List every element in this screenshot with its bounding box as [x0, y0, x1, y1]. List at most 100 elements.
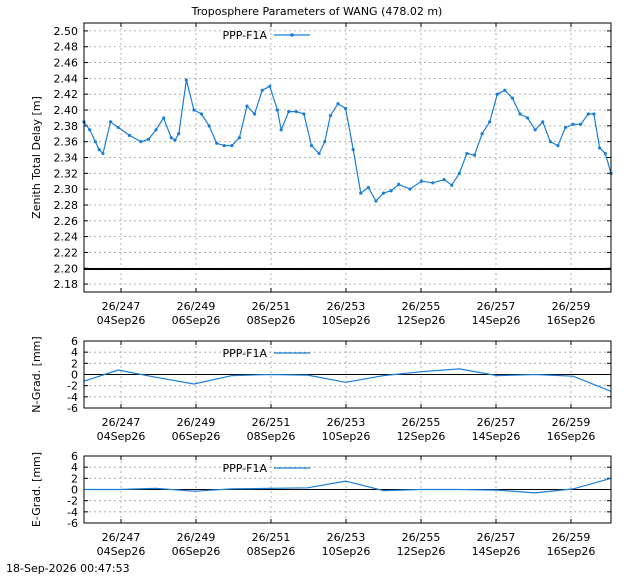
data-point — [408, 187, 412, 191]
y-tick-label: 2.28 — [54, 199, 79, 212]
y-tick-label: 2.26 — [54, 215, 79, 228]
x-tick-label-doy: 26/249 — [177, 416, 216, 429]
data-point — [222, 144, 226, 148]
data-point — [146, 137, 151, 141]
series-line — [83, 368, 612, 392]
data-point — [586, 112, 590, 116]
legend: PPP-F1A — [223, 29, 310, 42]
series-line — [83, 79, 612, 202]
data-point — [199, 112, 204, 116]
y-tick-label: 2.38 — [54, 120, 79, 133]
panel-2: -6-4-2024626/24704Sep2626/24906Sep2626/2… — [30, 335, 612, 443]
y-tick-label: 2.32 — [54, 167, 79, 180]
x-tick-label-date: 12Sep26 — [397, 314, 446, 327]
y-axis-label: E-Grad. [mm] — [30, 452, 43, 527]
x-tick-label-date: 04Sep26 — [97, 430, 146, 443]
legend: PPP-F1A — [223, 347, 310, 360]
y-tick-label: 4 — [71, 346, 78, 359]
data-point — [397, 182, 401, 186]
y-tick-label: 0 — [71, 484, 78, 497]
y-axis-label: Zenith Total Delay [m] — [30, 96, 43, 219]
data-point — [237, 136, 242, 140]
data-point — [215, 141, 219, 145]
x-tick-label-doy: 26/251 — [252, 416, 291, 429]
plot-frame — [83, 455, 612, 524]
x-tick-label-date: 14Sep26 — [472, 314, 521, 327]
x-tick-label-date: 16Sep26 — [547, 314, 596, 327]
grid — [84, 23, 611, 292]
y-tick-label: 2.40 — [54, 104, 79, 117]
data-point — [525, 116, 530, 120]
x-tick-label-date: 08Sep26 — [247, 430, 296, 443]
y-tick-label: 2.46 — [54, 57, 79, 70]
y-tick-label: 2.30 — [54, 183, 79, 196]
y-tick-label: -4 — [67, 506, 78, 519]
data-point — [592, 112, 596, 116]
data-point — [598, 146, 602, 150]
data-point — [571, 122, 575, 126]
legend: PPP-F1A — [223, 462, 310, 475]
data-point — [275, 108, 279, 112]
x-tick-label-date: 04Sep26 — [97, 314, 146, 327]
data-point — [495, 92, 499, 96]
x-tick-label-doy: 26/253 — [327, 416, 366, 429]
series-line — [84, 477, 612, 494]
x-tick-label-doy: 26/259 — [552, 300, 591, 313]
y-tick-label: 2.34 — [54, 152, 79, 165]
data-point — [108, 120, 113, 124]
y-tick-label: 2 — [71, 472, 78, 485]
data-point — [139, 140, 143, 144]
data-point — [510, 96, 515, 100]
y-tick-label: 2.48 — [54, 41, 79, 54]
x-tick-label-date: 16Sep26 — [547, 430, 596, 443]
y-tick-label: 2 — [71, 357, 78, 370]
y-tick-label: 2.44 — [54, 72, 79, 85]
data-point — [323, 140, 327, 144]
data-point — [177, 132, 181, 136]
x-tick-label-doy: 26/255 — [402, 300, 441, 313]
figure-title: Troposphere Parameters of WANG (478.02 m… — [191, 5, 443, 18]
y-axis-label: N-Grad. [mm] — [30, 336, 43, 412]
plot-frame — [83, 340, 612, 409]
data-point — [503, 88, 507, 92]
data-point — [253, 112, 257, 116]
data-point — [328, 113, 333, 118]
x-tick-label-doy: 26/251 — [252, 531, 291, 544]
x-tick-label-date: 10Sep26 — [322, 545, 371, 558]
x-tick-label-date: 16Sep26 — [547, 545, 596, 558]
x-tick-label-date: 08Sep26 — [247, 314, 296, 327]
x-tick-label-doy: 26/249 — [177, 531, 216, 544]
data-point — [548, 140, 552, 144]
y-tick-label: 2.42 — [54, 88, 79, 101]
data-point — [207, 124, 211, 128]
data-point — [480, 132, 484, 136]
x-tick-label-doy: 26/257 — [477, 531, 516, 544]
data-point — [344, 106, 348, 111]
x-tick-label-date: 04Sep26 — [97, 545, 146, 558]
x-tick-label-date: 14Sep26 — [472, 545, 521, 558]
data-point — [431, 181, 435, 185]
data-point — [302, 112, 306, 116]
x-tick-label-date: 06Sep26 — [172, 314, 221, 327]
data-point — [336, 102, 340, 106]
data-point — [192, 108, 196, 112]
x-tick-label-doy: 26/249 — [177, 300, 216, 313]
legend-label: PPP-F1A — [223, 29, 268, 42]
x-tick-label-doy: 26/253 — [327, 300, 366, 313]
data-point — [465, 151, 469, 156]
data-point — [245, 104, 249, 108]
data-point — [366, 185, 370, 190]
y-tick-label: -2 — [67, 380, 78, 393]
grid — [84, 455, 611, 524]
y-tick-label: 2.50 — [54, 25, 79, 38]
timestamp: 18-Sep-2026 00:47:53 — [6, 562, 130, 575]
grid — [84, 340, 611, 409]
x-tick-label-doy: 26/251 — [252, 300, 291, 313]
data-point — [88, 128, 92, 132]
data-point — [173, 138, 177, 142]
data-point — [268, 84, 272, 88]
data-point — [472, 153, 477, 157]
